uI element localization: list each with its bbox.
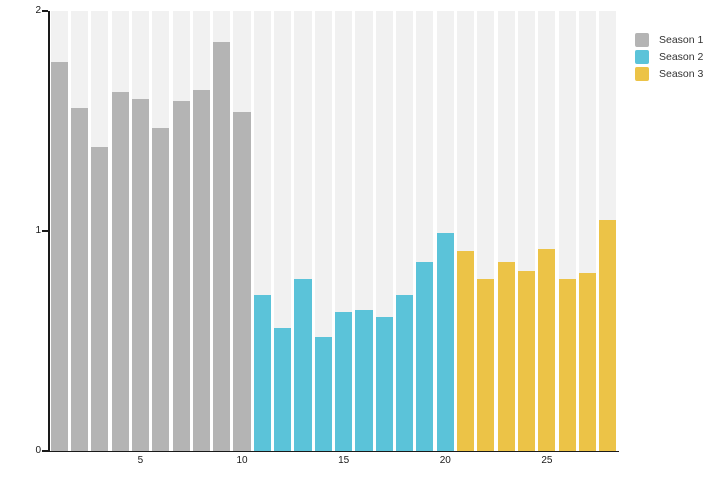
legend-item-season-3: Season 3 <box>635 67 703 81</box>
x-tick-label: 25 <box>541 455 553 466</box>
bar <box>477 279 495 451</box>
bar <box>70 107 89 451</box>
bar <box>517 270 536 451</box>
y-tick-mark <box>42 10 48 12</box>
bar <box>457 250 475 451</box>
x-tick-label: 5 <box>137 455 144 466</box>
bar <box>233 112 251 451</box>
y-tick-mark <box>42 450 48 452</box>
bar <box>497 261 515 451</box>
season-3-swatch-icon <box>635 67 649 81</box>
bar <box>111 92 129 451</box>
bar <box>538 248 556 451</box>
bar <box>192 90 210 451</box>
bar <box>91 147 109 451</box>
bar <box>599 220 617 451</box>
legend-item-season-2: Season 2 <box>635 50 703 64</box>
legend-label: Season 1 <box>659 34 704 46</box>
bar <box>375 316 393 451</box>
y-tick-label: 0 <box>35 445 41 456</box>
y-tick-label: 1 <box>35 225 41 236</box>
x-tick-label: 10 <box>236 455 248 466</box>
bar <box>213 41 231 451</box>
x-axis-line <box>48 450 619 452</box>
legend-label: Season 2 <box>659 51 704 63</box>
season-2-swatch-icon <box>635 50 649 64</box>
bar <box>314 336 332 451</box>
bar <box>131 99 149 451</box>
bar <box>355 310 373 451</box>
bar <box>294 279 312 451</box>
y-tick-label: 2 <box>35 5 41 16</box>
legend-label: Season 3 <box>659 68 704 80</box>
bar <box>335 312 353 451</box>
bar <box>416 261 434 451</box>
bar <box>558 279 576 451</box>
season-1-swatch-icon <box>635 33 649 47</box>
y-axis-line <box>48 11 50 452</box>
bar <box>436 233 454 451</box>
bar <box>253 294 271 451</box>
y-tick-mark <box>42 230 48 232</box>
x-tick-label: 15 <box>338 455 350 466</box>
plot-area <box>49 11 618 451</box>
legend-item-season-1: Season 1 <box>635 33 703 47</box>
bar <box>396 294 414 451</box>
bar <box>152 127 170 451</box>
bar <box>578 272 597 451</box>
x-tick-label: 20 <box>439 455 451 466</box>
bar <box>172 101 190 451</box>
bar <box>274 327 292 451</box>
legend: Season 1 Season 2 Season 3 <box>635 33 703 84</box>
bar <box>50 61 68 451</box>
